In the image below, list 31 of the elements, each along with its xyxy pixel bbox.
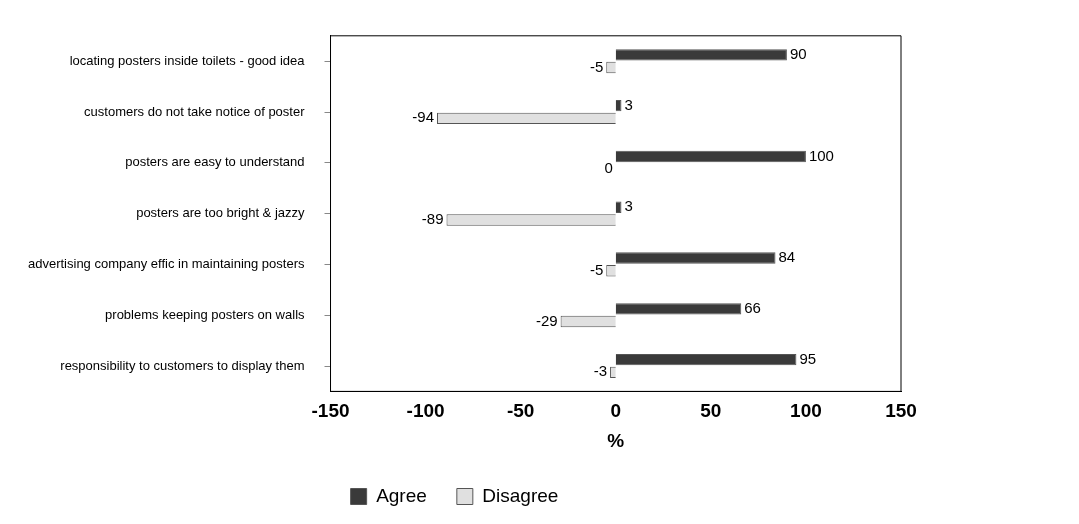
- legend-label: Agree: [376, 484, 427, 506]
- y-tick-label: advertising company effic in maintaining posters: [27, 255, 305, 271]
- data-label: 84: [778, 248, 796, 266]
- x-tick-label: 0: [610, 400, 622, 422]
- y-tick-label: posters are easy to understand: [125, 154, 305, 170]
- y-tick-label: customers do not take notice of poster: [84, 103, 306, 119]
- data-label: -5: [589, 260, 604, 278]
- data-label: -29: [535, 311, 558, 329]
- x-tick-label: 100: [790, 400, 822, 422]
- x-tick-label: -100: [406, 400, 445, 422]
- legend-label: Disagree: [482, 484, 559, 506]
- data-label: 100: [808, 146, 834, 164]
- y-tick-label: responsibility to customers to display them: [60, 357, 305, 373]
- data-label: -3: [593, 362, 608, 380]
- data-label: 0: [604, 159, 613, 177]
- data-label: 3: [624, 197, 633, 215]
- x-tick-label: -150: [311, 400, 350, 422]
- x-tick-label: -50: [506, 400, 535, 422]
- data-label: 3: [624, 95, 633, 113]
- data-label: 66: [744, 298, 761, 316]
- y-tick-label: locating posters inside toilets - good idea: [69, 52, 306, 68]
- data-label: 90: [789, 44, 807, 62]
- data-label: -94: [412, 108, 435, 126]
- x-tick-label: 50: [700, 400, 722, 422]
- data-label: -5: [589, 57, 604, 75]
- x-tick-label: 150: [885, 400, 917, 422]
- data-label: -89: [421, 210, 444, 228]
- data-label: 95: [799, 349, 817, 367]
- y-tick-label: posters are too bright & jazzy: [136, 205, 306, 221]
- y-tick-label: problems keeping posters on walls: [105, 306, 306, 322]
- x-axis-title: %: [607, 429, 625, 451]
